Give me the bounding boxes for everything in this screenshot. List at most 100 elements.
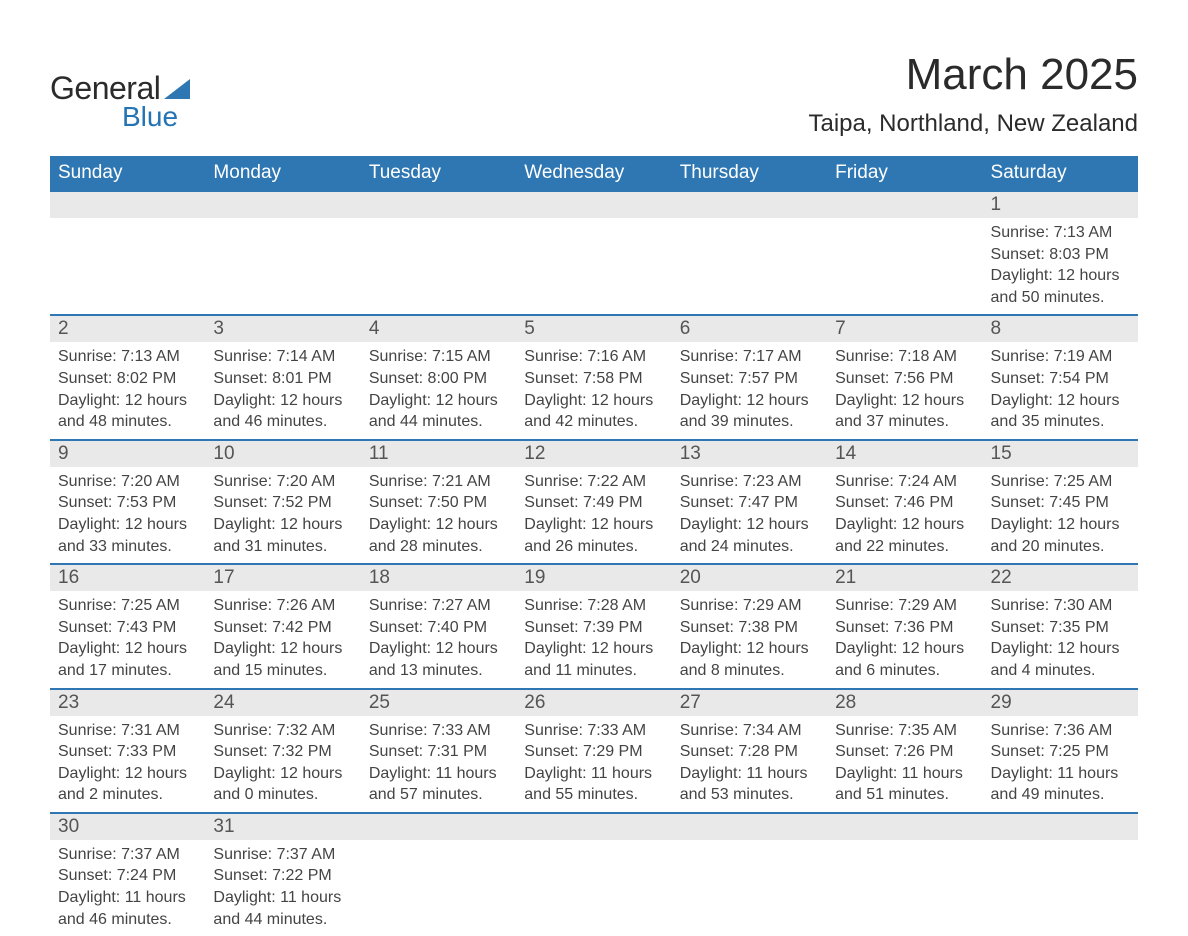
day-number-cell: 21 <box>827 564 982 591</box>
day-number-cell <box>361 813 516 840</box>
day-number-cell <box>516 192 671 218</box>
day-number-row: 3031 <box>50 813 1138 840</box>
day-d1: Daylight: 12 hours <box>58 514 197 536</box>
day-sr: Sunrise: 7:20 AM <box>213 471 352 493</box>
day-number-cell <box>827 813 982 840</box>
day-header: Tuesday <box>361 156 516 192</box>
day-sr: Sunrise: 7:27 AM <box>369 595 508 617</box>
day-d2: and 46 minutes. <box>58 909 197 931</box>
day-ss: Sunset: 7:57 PM <box>680 368 819 390</box>
day-d2: and 50 minutes. <box>991 287 1130 309</box>
day-number-cell: 30 <box>50 813 205 840</box>
day-number-row: 16171819202122 <box>50 564 1138 591</box>
day-d1: Daylight: 11 hours <box>369 763 508 785</box>
day-d2: and 48 minutes. <box>58 411 197 433</box>
day-ss: Sunset: 7:56 PM <box>835 368 974 390</box>
day-d1: Daylight: 12 hours <box>524 514 663 536</box>
day-d2: and 53 minutes. <box>680 784 819 806</box>
day-header-row: Sunday Monday Tuesday Wednesday Thursday… <box>50 156 1138 192</box>
day-ss: Sunset: 7:58 PM <box>524 368 663 390</box>
day-d2: and 0 minutes. <box>213 784 352 806</box>
day-number-cell: 31 <box>205 813 360 840</box>
day-header: Saturday <box>983 156 1138 192</box>
day-number-cell: 9 <box>50 440 205 467</box>
day-d1: Daylight: 12 hours <box>680 514 819 536</box>
day-sr: Sunrise: 7:31 AM <box>58 720 197 742</box>
day-content-row: Sunrise: 7:25 AMSunset: 7:43 PMDaylight:… <box>50 591 1138 688</box>
day-sr: Sunrise: 7:13 AM <box>991 222 1130 244</box>
day-content-cell: Sunrise: 7:18 AMSunset: 7:56 PMDaylight:… <box>827 342 982 439</box>
day-content-cell: Sunrise: 7:21 AMSunset: 7:50 PMDaylight:… <box>361 467 516 564</box>
day-ss: Sunset: 7:49 PM <box>524 492 663 514</box>
day-sr: Sunrise: 7:26 AM <box>213 595 352 617</box>
day-ss: Sunset: 8:02 PM <box>58 368 197 390</box>
day-number-cell: 5 <box>516 315 671 342</box>
day-sr: Sunrise: 7:29 AM <box>680 595 819 617</box>
day-sr: Sunrise: 7:18 AM <box>835 346 974 368</box>
day-content-cell: Sunrise: 7:24 AMSunset: 7:46 PMDaylight:… <box>827 467 982 564</box>
day-content-cell: Sunrise: 7:16 AMSunset: 7:58 PMDaylight:… <box>516 342 671 439</box>
day-content-row: Sunrise: 7:37 AMSunset: 7:24 PMDaylight:… <box>50 840 1138 936</box>
day-content-row: Sunrise: 7:31 AMSunset: 7:33 PMDaylight:… <box>50 716 1138 813</box>
day-sr: Sunrise: 7:33 AM <box>524 720 663 742</box>
day-sr: Sunrise: 7:22 AM <box>524 471 663 493</box>
day-number-cell: 18 <box>361 564 516 591</box>
day-sr: Sunrise: 7:33 AM <box>369 720 508 742</box>
day-ss: Sunset: 7:22 PM <box>213 865 352 887</box>
day-number-cell: 2 <box>50 315 205 342</box>
day-content-cell: Sunrise: 7:13 AMSunset: 8:02 PMDaylight:… <box>50 342 205 439</box>
day-d2: and 26 minutes. <box>524 536 663 558</box>
day-ss: Sunset: 7:45 PM <box>991 492 1130 514</box>
day-ss: Sunset: 7:29 PM <box>524 741 663 763</box>
day-content-row: Sunrise: 7:13 AMSunset: 8:03 PMDaylight:… <box>50 218 1138 315</box>
day-content-cell: Sunrise: 7:20 AMSunset: 7:52 PMDaylight:… <box>205 467 360 564</box>
day-d2: and 2 minutes. <box>58 784 197 806</box>
day-content-cell <box>205 218 360 315</box>
day-d1: Daylight: 11 hours <box>58 887 197 909</box>
day-ss: Sunset: 7:35 PM <box>991 617 1130 639</box>
day-number-cell <box>827 192 982 218</box>
day-ss: Sunset: 7:47 PM <box>680 492 819 514</box>
day-d1: Daylight: 12 hours <box>680 390 819 412</box>
day-sr: Sunrise: 7:24 AM <box>835 471 974 493</box>
day-d2: and 8 minutes. <box>680 660 819 682</box>
day-ss: Sunset: 8:01 PM <box>213 368 352 390</box>
day-d1: Daylight: 12 hours <box>835 638 974 660</box>
logo-triangle-icon <box>164 79 190 99</box>
day-d2: and 42 minutes. <box>524 411 663 433</box>
day-sr: Sunrise: 7:29 AM <box>835 595 974 617</box>
day-ss: Sunset: 7:25 PM <box>991 741 1130 763</box>
day-number-cell: 12 <box>516 440 671 467</box>
day-sr: Sunrise: 7:30 AM <box>991 595 1130 617</box>
day-number-cell: 15 <box>983 440 1138 467</box>
day-d1: Daylight: 12 hours <box>58 763 197 785</box>
day-ss: Sunset: 8:03 PM <box>991 244 1130 266</box>
day-d2: and 4 minutes. <box>991 660 1130 682</box>
day-number-cell: 11 <box>361 440 516 467</box>
day-content-cell: Sunrise: 7:37 AMSunset: 7:22 PMDaylight:… <box>205 840 360 936</box>
day-number-cell: 13 <box>672 440 827 467</box>
day-sr: Sunrise: 7:37 AM <box>213 844 352 866</box>
day-d2: and 57 minutes. <box>369 784 508 806</box>
day-content-cell: Sunrise: 7:34 AMSunset: 7:28 PMDaylight:… <box>672 716 827 813</box>
day-number-cell: 6 <box>672 315 827 342</box>
day-d2: and 6 minutes. <box>835 660 974 682</box>
day-number-cell: 29 <box>983 689 1138 716</box>
month-title: March 2025 <box>808 50 1138 100</box>
day-content-cell: Sunrise: 7:15 AMSunset: 8:00 PMDaylight:… <box>361 342 516 439</box>
day-ss: Sunset: 7:32 PM <box>213 741 352 763</box>
day-d1: Daylight: 12 hours <box>213 390 352 412</box>
day-header: Friday <box>827 156 982 192</box>
day-sr: Sunrise: 7:34 AM <box>680 720 819 742</box>
day-content-cell: Sunrise: 7:29 AMSunset: 7:36 PMDaylight:… <box>827 591 982 688</box>
day-number-cell: 7 <box>827 315 982 342</box>
day-number-cell <box>672 192 827 218</box>
day-content-cell: Sunrise: 7:25 AMSunset: 7:45 PMDaylight:… <box>983 467 1138 564</box>
day-d1: Daylight: 12 hours <box>213 763 352 785</box>
day-sr: Sunrise: 7:16 AM <box>524 346 663 368</box>
day-number-cell <box>672 813 827 840</box>
title-block: March 2025 Taipa, Northland, New Zealand <box>808 30 1138 138</box>
day-number-row: 1 <box>50 192 1138 218</box>
location-text: Taipa, Northland, New Zealand <box>808 110 1138 138</box>
day-ss: Sunset: 7:52 PM <box>213 492 352 514</box>
